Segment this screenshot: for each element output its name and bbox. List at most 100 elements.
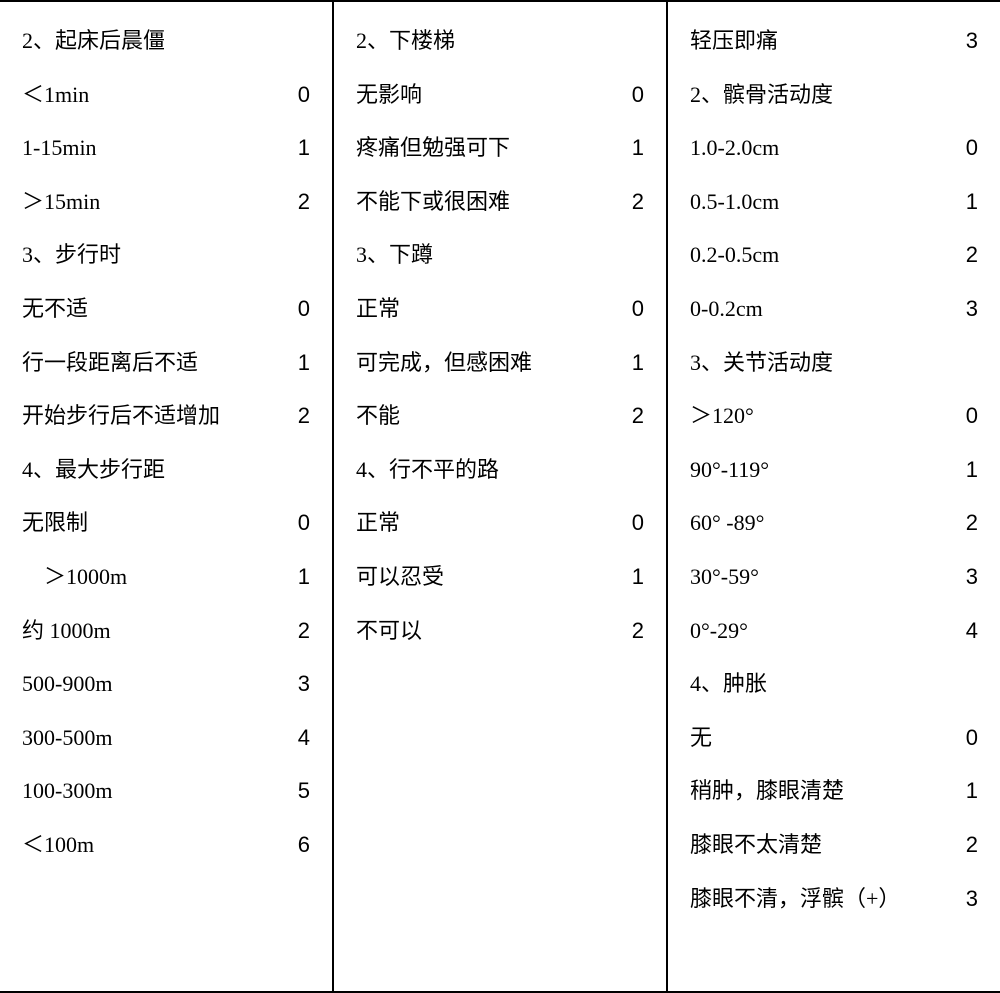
row-score: 2 xyxy=(280,175,310,229)
row-label: 可以忍受 xyxy=(356,550,614,604)
row-label: 疼痛但勉强可下 xyxy=(356,121,614,175)
table-row: 2、起床后晨僵 xyxy=(22,14,310,68)
row-label: 2、起床后晨僵 xyxy=(22,14,310,68)
row-score: 2 xyxy=(614,604,644,658)
table-row: 稍肿，膝眼清楚1 xyxy=(690,764,978,818)
row-label: 1.0-2.0cm xyxy=(690,121,948,175)
column-1: 2、起床后晨僵＜1min01-15min1＞15min23、步行时无不适0行一段… xyxy=(0,2,332,991)
row-score: 0 xyxy=(948,711,978,765)
table-row xyxy=(356,925,644,979)
row-label: 0.2-0.5cm xyxy=(690,228,948,282)
row-score: 1 xyxy=(614,336,644,390)
row-score: 1 xyxy=(948,443,978,497)
table-row: ＜1min0 xyxy=(22,68,310,122)
row-label: 正常 xyxy=(356,282,614,336)
row-score: 0 xyxy=(948,121,978,175)
row-label: 开始步行后不适增加 xyxy=(22,389,280,443)
table-row: 可以忍受1 xyxy=(356,550,644,604)
table-row xyxy=(356,711,644,765)
row-score: 2 xyxy=(948,818,978,872)
table-row: ＞15min2 xyxy=(22,175,310,229)
row-label: 2、下楼梯 xyxy=(356,14,644,68)
row-score: 0 xyxy=(614,68,644,122)
row-score: 1 xyxy=(280,121,310,175)
table-row: 0°-29°4 xyxy=(690,604,978,658)
table-row: 轻压即痛3 xyxy=(690,14,978,68)
column-3: 轻压即痛32、髌骨活动度1.0-2.0cm00.5-1.0cm10.2-0.5c… xyxy=(666,2,1000,991)
table-row: ＜100m6 xyxy=(22,818,310,872)
table-row: ＞1000m1 xyxy=(22,550,310,604)
table-row: 开始步行后不适增加2 xyxy=(22,389,310,443)
table-row: 正常0 xyxy=(356,496,644,550)
row-label: 0-0.2cm xyxy=(690,282,948,336)
row-score: 1 xyxy=(280,550,310,604)
table-row xyxy=(356,818,644,872)
table-row: 1.0-2.0cm0 xyxy=(690,121,978,175)
row-score: 2 xyxy=(948,228,978,282)
row-label: 90°-119° xyxy=(690,443,948,497)
table-row xyxy=(356,657,644,711)
row-label: 4、肿胀 xyxy=(690,657,978,711)
row-label: 约 1000m xyxy=(22,604,280,658)
row-label: 30°-59° xyxy=(690,550,948,604)
row-label: 1-15min xyxy=(22,121,280,175)
row-score: 1 xyxy=(948,764,978,818)
table-row: 膝眼不清，浮髌（+）3 xyxy=(690,872,978,926)
row-score: 3 xyxy=(948,872,978,926)
row-label: 4、行不平的路 xyxy=(356,443,644,497)
table-row: 4、行不平的路 xyxy=(356,443,644,497)
row-score: 2 xyxy=(948,496,978,550)
table-row: 可完成，但感困难1 xyxy=(356,336,644,390)
row-label: ＜100m xyxy=(22,818,280,872)
row-score: 5 xyxy=(280,764,310,818)
row-label: 行一段距离后不适 xyxy=(22,336,280,390)
row-score: 2 xyxy=(614,389,644,443)
table-row: 2、下楼梯 xyxy=(356,14,644,68)
table-row: 不能下或很困难2 xyxy=(356,175,644,229)
table-row: 不可以2 xyxy=(356,604,644,658)
table-row: 3、关节活动度 xyxy=(690,336,978,390)
table-row: 4、最大步行距 xyxy=(22,443,310,497)
row-score: 1 xyxy=(614,550,644,604)
row-score: 0 xyxy=(280,496,310,550)
table-row: 无0 xyxy=(690,711,978,765)
table-row xyxy=(356,872,644,926)
row-label: 4、最大步行距 xyxy=(22,443,310,497)
row-score: 3 xyxy=(948,282,978,336)
row-score: 0 xyxy=(280,68,310,122)
row-label: 无 xyxy=(690,711,948,765)
table-row: 0-0.2cm3 xyxy=(690,282,978,336)
scoring-table: 2、起床后晨僵＜1min01-15min1＞15min23、步行时无不适0行一段… xyxy=(0,0,1000,993)
table-row: 正常0 xyxy=(356,282,644,336)
row-label: 无限制 xyxy=(22,496,280,550)
row-label: 3、关节活动度 xyxy=(690,336,978,390)
column-2: 2、下楼梯无影响0疼痛但勉强可下1不能下或很困难23、下蹲正常0可完成，但感困难… xyxy=(332,2,666,991)
row-label: 3、下蹲 xyxy=(356,228,644,282)
table-row: 0.5-1.0cm1 xyxy=(690,175,978,229)
row-score: 1 xyxy=(614,121,644,175)
table-row: 无限制0 xyxy=(22,496,310,550)
row-label: 3、步行时 xyxy=(22,228,310,282)
table-row: 60° -89°2 xyxy=(690,496,978,550)
row-score: 1 xyxy=(280,336,310,390)
table-row: 膝眼不太清楚2 xyxy=(690,818,978,872)
row-label: 2、髌骨活动度 xyxy=(690,68,978,122)
row-score: 2 xyxy=(614,175,644,229)
row-label: 不能 xyxy=(356,389,614,443)
table-row: ＞120°0 xyxy=(690,389,978,443)
table-row xyxy=(356,764,644,818)
row-label: ＞1000m xyxy=(22,550,280,604)
row-score: 4 xyxy=(948,604,978,658)
row-label: 300-500m xyxy=(22,711,280,765)
row-label: ＞120° xyxy=(690,389,948,443)
table-row: 无不适0 xyxy=(22,282,310,336)
row-label: 膝眼不清，浮髌（+） xyxy=(690,872,948,926)
row-label: ＞15min xyxy=(22,175,280,229)
table-row: 100-300m5 xyxy=(22,764,310,818)
row-score: 2 xyxy=(280,604,310,658)
table-row: 行一段距离后不适1 xyxy=(22,336,310,390)
table-row: 0.2-0.5cm2 xyxy=(690,228,978,282)
row-label: 60° -89° xyxy=(690,496,948,550)
table-row: 4、肿胀 xyxy=(690,657,978,711)
row-label: 膝眼不太清楚 xyxy=(690,818,948,872)
